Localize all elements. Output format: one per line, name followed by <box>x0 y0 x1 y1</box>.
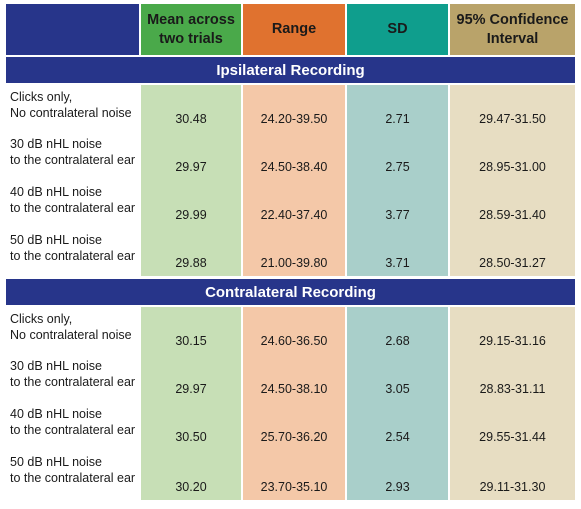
row-label: 40 dB nHL noise to the contralateral ear <box>6 402 139 450</box>
cell-range: 23.70-35.10 <box>243 450 345 500</box>
row-label: 40 dB nHL noise to the contralateral ear <box>6 180 139 228</box>
cell-ci: 29.55-31.44 <box>450 402 575 450</box>
row-label: 30 dB nHL noise to the contralateral ear <box>6 132 139 180</box>
cell-sd: 2.71 <box>347 85 448 132</box>
row-label-line1: 50 dB nHL noise <box>10 455 102 469</box>
cell-mean: 30.15 <box>141 307 241 354</box>
header-range: Range <box>243 4 345 55</box>
section-title-ipsilateral: Ipsilateral Recording <box>6 57 575 83</box>
cell-range: 24.20-39.50 <box>243 85 345 132</box>
cell-sd: 3.77 <box>347 180 448 228</box>
row-label-line1: 30 dB nHL noise <box>10 137 102 151</box>
table-row: 30 dB nHL noise to the contralateral ear … <box>0 354 581 402</box>
cell-range: 24.50-38.40 <box>243 132 345 180</box>
cell-ci: 29.47-31.50 <box>450 85 575 132</box>
row-label-line2: to the contralateral ear <box>10 201 136 215</box>
cell-ci: 28.59-31.40 <box>450 180 575 228</box>
cell-mean: 29.97 <box>141 132 241 180</box>
table-row: 30 dB nHL noise to the contralateral ear … <box>0 132 581 180</box>
cell-ci: 28.50-31.27 <box>450 228 575 276</box>
row-label: 30 dB nHL noise to the contralateral ear <box>6 354 139 402</box>
cell-mean: 30.20 <box>141 450 241 500</box>
cell-mean: 30.48 <box>141 85 241 132</box>
cell-range: 24.50-38.10 <box>243 354 345 402</box>
row-label-line1: 40 dB nHL noise <box>10 407 102 421</box>
row-label-line1: Clicks only, <box>10 312 73 326</box>
table-row: 40 dB nHL noise to the contralateral ear … <box>0 402 581 450</box>
row-label-line1: Clicks only, <box>10 90 73 104</box>
row-label-line2: to the contralateral ear <box>10 375 136 389</box>
header-blank-cell <box>6 4 139 55</box>
cell-range: 21.00-39.80 <box>243 228 345 276</box>
table-row: Clicks only, No contralateral noise 30.15… <box>0 307 581 354</box>
row-label: Clicks only, No contralateral noise <box>6 85 139 132</box>
row-label-line2: No contralateral noise <box>10 106 132 120</box>
cell-sd: 2.54 <box>347 402 448 450</box>
cell-mean: 30.50 <box>141 402 241 450</box>
cell-ci: 28.95-31.00 <box>450 132 575 180</box>
table-row: Clicks only, No contralateral noise 30.48… <box>0 85 581 132</box>
row-label-line1: 40 dB nHL noise <box>10 185 102 199</box>
row-label-line2: to the contralateral ear <box>10 423 136 437</box>
section-title-contralateral: Contralateral Recording <box>6 279 575 305</box>
cell-ci: 29.15-31.16 <box>450 307 575 354</box>
cell-sd: 2.68 <box>347 307 448 354</box>
row-label: 50 dB nHL noise to the contralateral ear <box>6 228 139 276</box>
cell-range: 24.60-36.50 <box>243 307 345 354</box>
cell-range: 25.70-36.20 <box>243 402 345 450</box>
cell-range: 22.40-37.40 <box>243 180 345 228</box>
row-label-line2: to the contralateral ear <box>10 249 136 263</box>
cell-sd: 2.75 <box>347 132 448 180</box>
table-row: 40 dB nHL noise to the contralateral ear … <box>0 180 581 228</box>
row-label-line2: No contralateral noise <box>10 328 132 342</box>
cell-ci: 29.11-31.30 <box>450 450 575 500</box>
cell-sd: 3.05 <box>347 354 448 402</box>
table-row: 50 dB nHL noise to the contralateral ear … <box>0 450 581 500</box>
row-label: Clicks only, No contralateral noise <box>6 307 139 354</box>
cell-mean: 29.97 <box>141 354 241 402</box>
header-ci: 95% Confidence Interval <box>450 4 575 55</box>
row-label-line2: to the contralateral ear <box>10 153 136 167</box>
row-label-line1: 50 dB nHL noise <box>10 233 102 247</box>
cell-sd: 2.93 <box>347 450 448 500</box>
row-label-line2: to the contralateral ear <box>10 471 136 485</box>
cell-mean: 29.88 <box>141 228 241 276</box>
table-row: 50 dB nHL noise to the contralateral ear … <box>0 228 581 276</box>
cell-ci: 28.83-31.11 <box>450 354 575 402</box>
row-label: 50 dB nHL noise to the contralateral ear <box>6 450 139 500</box>
header-sd: SD <box>347 4 448 55</box>
row-label-line1: 30 dB nHL noise <box>10 359 102 373</box>
header-mean: Mean across two trials <box>141 4 241 55</box>
table-header: Mean across two trials Range SD 95% Conf… <box>0 4 581 55</box>
cell-mean: 29.99 <box>141 180 241 228</box>
cell-sd: 3.71 <box>347 228 448 276</box>
